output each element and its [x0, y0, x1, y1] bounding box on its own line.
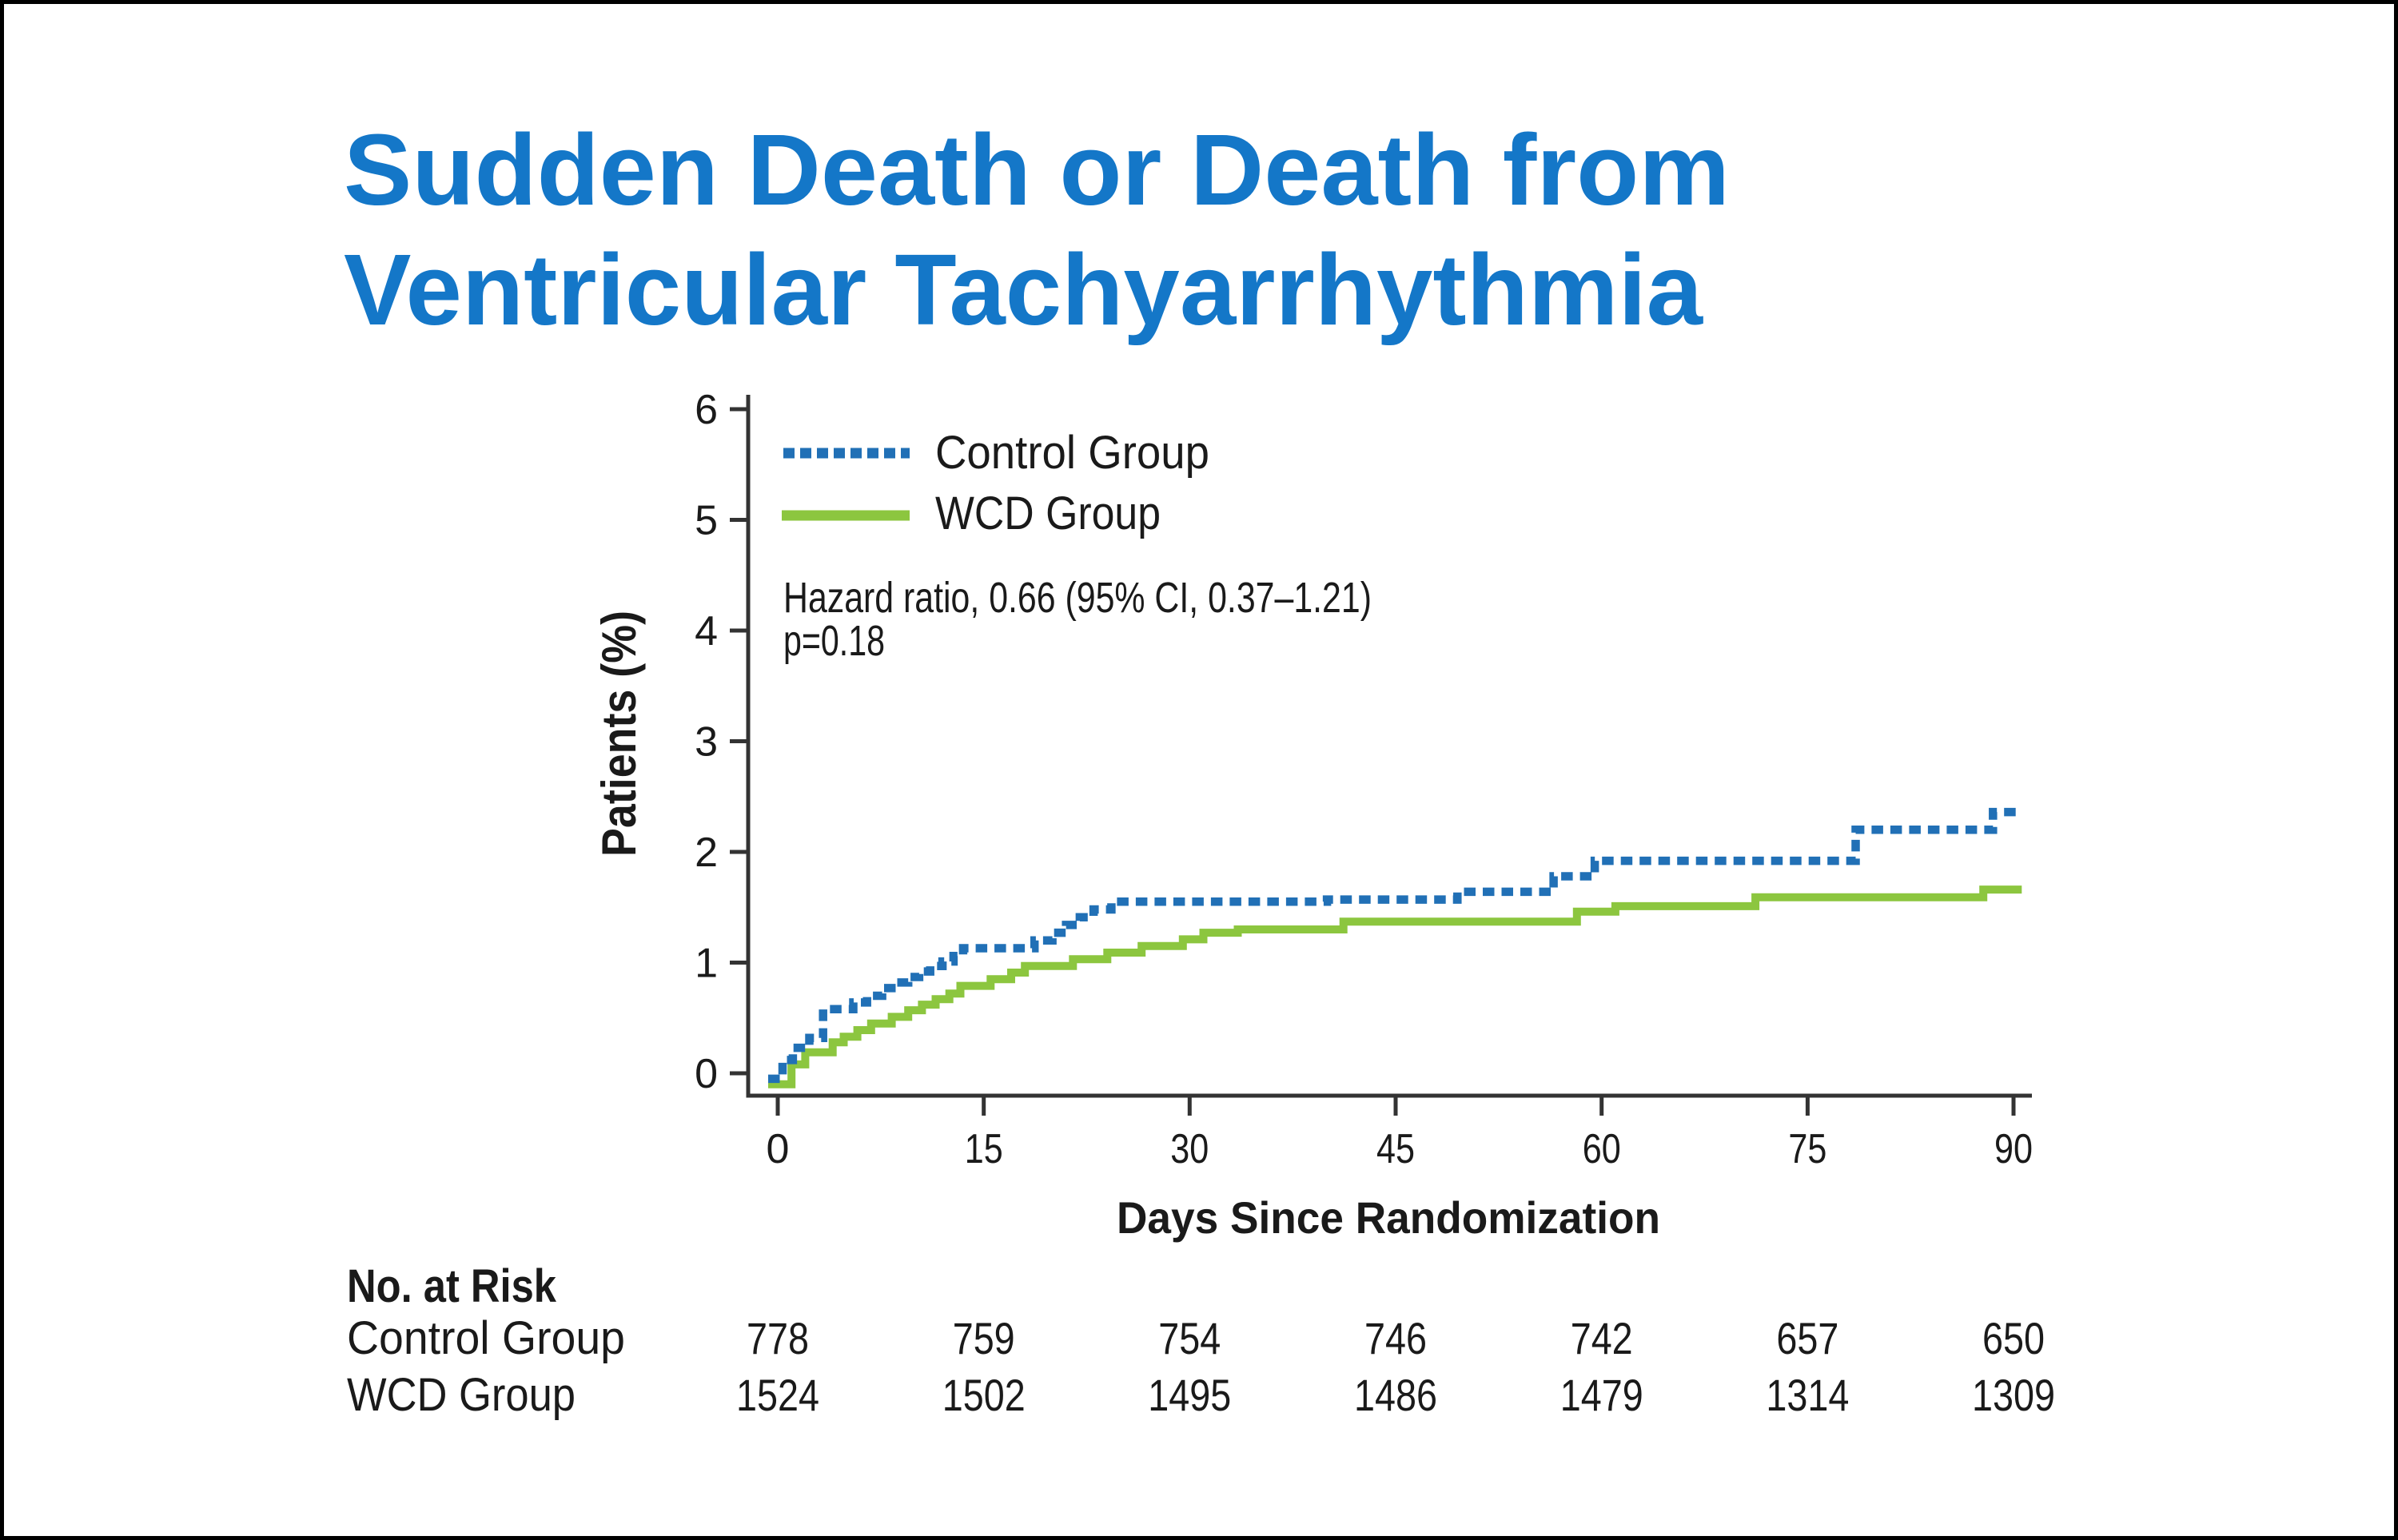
svg-text:657: 657	[1776, 1313, 1838, 1363]
svg-text:1502: 1502	[942, 1370, 1026, 1420]
svg-text:Ventricular Tachyarrhythmia: Ventricular Tachyarrhythmia	[344, 233, 1703, 346]
svg-text:Hazard ratio, 0.66 (95% CI, 0.: Hazard ratio, 0.66 (95% CI, 0.37–1.21)	[783, 574, 1372, 622]
svg-text:759: 759	[953, 1313, 1015, 1363]
svg-text:Days Since Randomization: Days Since Randomization	[1117, 1192, 1660, 1243]
svg-text:2: 2	[695, 830, 718, 876]
svg-text:5: 5	[695, 498, 718, 544]
svg-text:15: 15	[965, 1126, 1003, 1172]
svg-text:746: 746	[1364, 1313, 1427, 1363]
svg-text:1495: 1495	[1148, 1370, 1231, 1420]
svg-text:4: 4	[695, 608, 718, 655]
svg-text:Patients (%): Patients (%)	[592, 611, 646, 857]
svg-text:1314: 1314	[1766, 1370, 1849, 1420]
svg-text:Sudden Death or Death from: Sudden Death or Death from	[344, 113, 1730, 226]
svg-text:778: 778	[747, 1313, 809, 1363]
svg-text:75: 75	[1788, 1126, 1826, 1172]
svg-text:3: 3	[695, 719, 718, 766]
svg-text:No. at Risk: No. at Risk	[347, 1260, 557, 1312]
svg-text:0: 0	[695, 1051, 718, 1097]
svg-text:p=0.18: p=0.18	[783, 617, 885, 665]
svg-text:60: 60	[1583, 1126, 1621, 1172]
svg-text:0: 0	[767, 1126, 790, 1172]
svg-text:754: 754	[1158, 1313, 1221, 1363]
svg-text:742: 742	[1571, 1313, 1633, 1363]
svg-text:1486: 1486	[1354, 1370, 1437, 1420]
svg-text:650: 650	[1982, 1313, 2045, 1363]
svg-text:1: 1	[695, 941, 718, 987]
svg-text:1524: 1524	[736, 1370, 819, 1420]
svg-text:WCD Group: WCD Group	[935, 487, 1161, 539]
svg-text:1479: 1479	[1560, 1370, 1643, 1420]
svg-text:45: 45	[1376, 1126, 1415, 1172]
svg-text:90: 90	[1994, 1126, 2033, 1172]
svg-text:Control Group: Control Group	[347, 1312, 625, 1364]
svg-text:WCD Group: WCD Group	[347, 1369, 576, 1421]
svg-text:Control Group: Control Group	[935, 427, 1209, 479]
svg-text:6: 6	[695, 387, 718, 433]
svg-text:1309: 1309	[1972, 1370, 2055, 1420]
svg-text:30: 30	[1170, 1126, 1209, 1172]
